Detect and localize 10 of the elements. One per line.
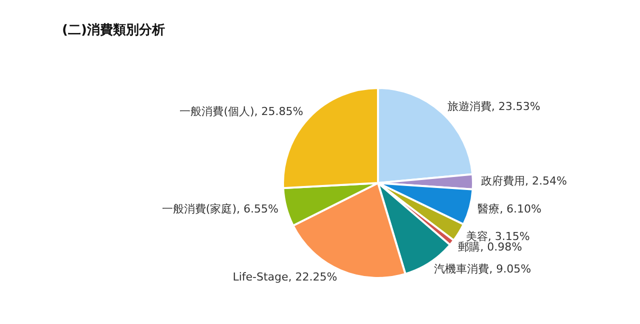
slice-label: 一般消費(個人), 25.85% <box>180 105 304 118</box>
slice-label: 旅遊消費, 23.53% <box>447 100 540 113</box>
chart-title: (二)消費類別分析 <box>62 23 165 38</box>
slice-label: 郵購, 0.98% <box>458 240 522 254</box>
slice-label: 汽機車消費, 9.05% <box>434 262 532 276</box>
slice-label: 一般消費(家庭), 6.55% <box>162 202 278 216</box>
slice-label: 醫療, 6.10% <box>478 202 542 216</box>
slice-label: 政府費用, 2.54% <box>480 174 567 188</box>
slice-label: 美容, 3.15% <box>466 230 530 243</box>
slice-label: Life-Stage, 22.25% <box>232 270 338 284</box>
